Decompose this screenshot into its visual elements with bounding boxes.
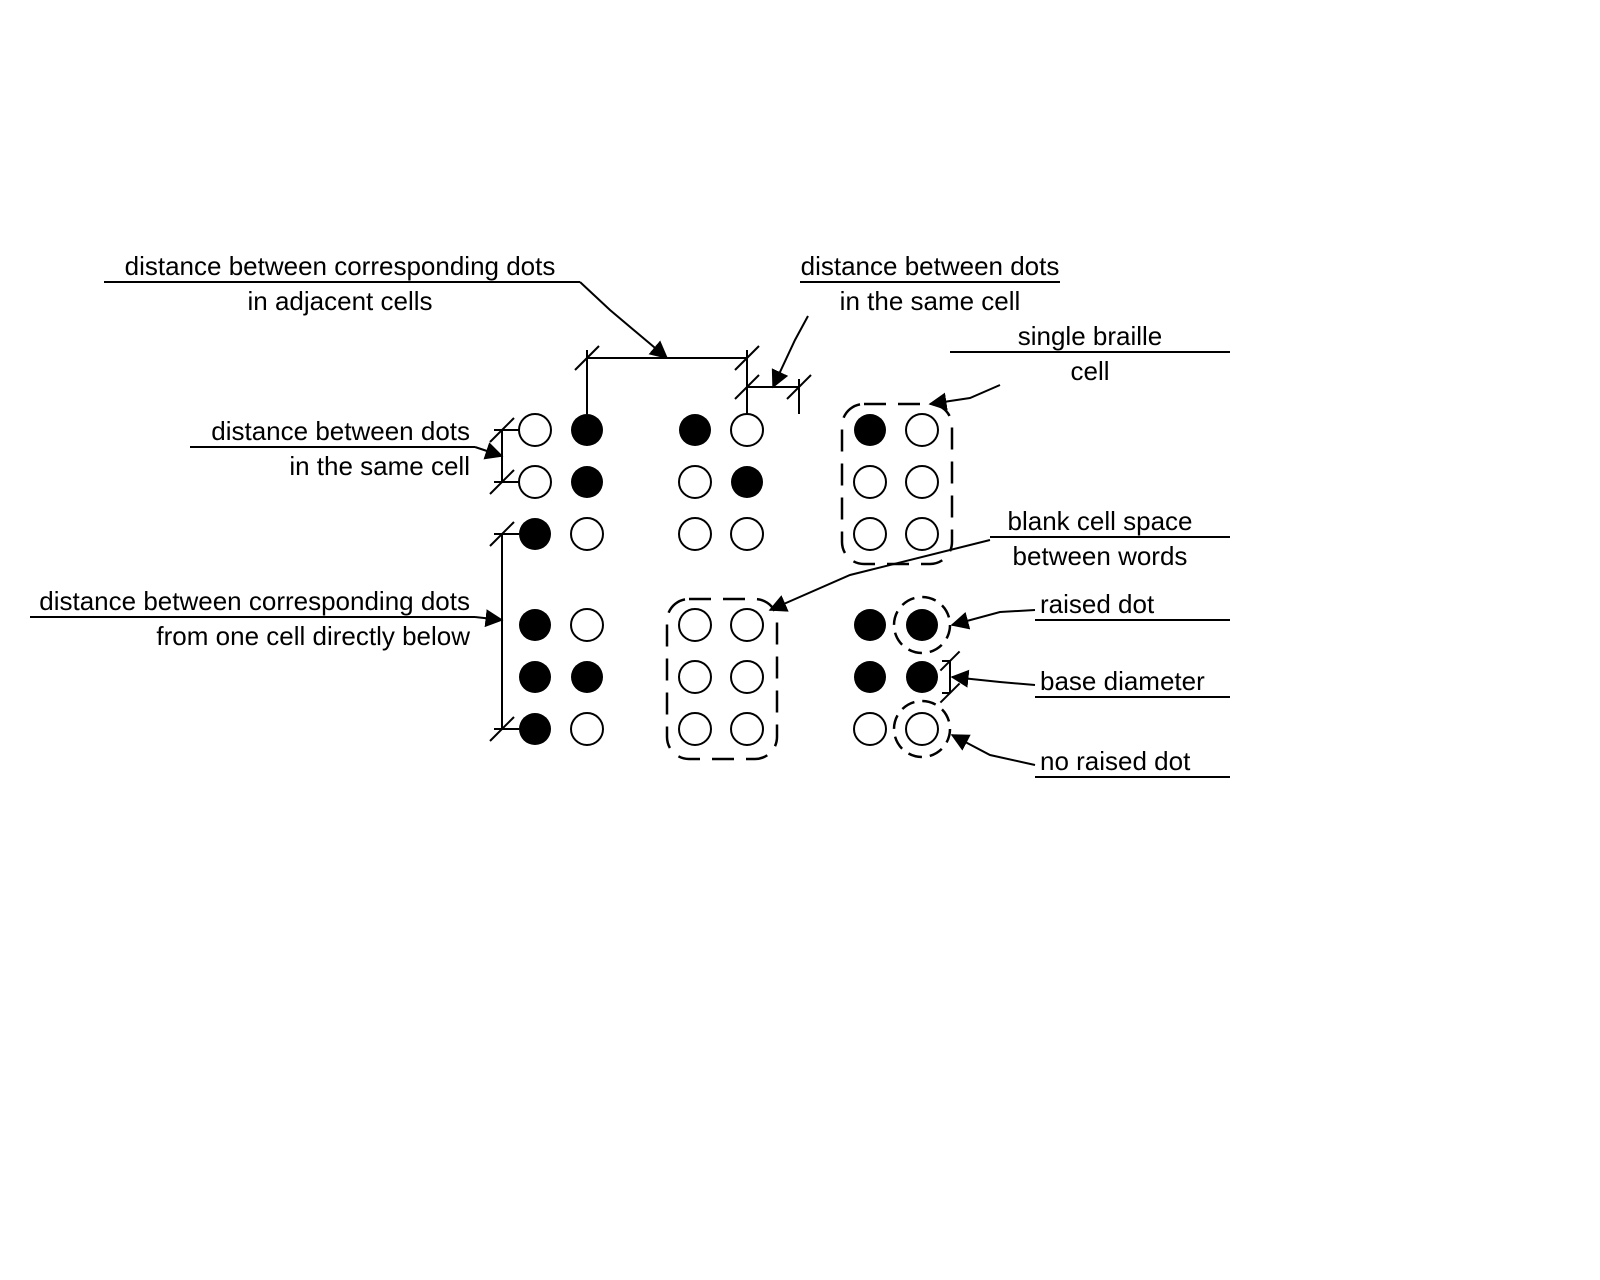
unraised-dot — [571, 609, 603, 641]
raised-dot — [854, 661, 886, 693]
unraised-dot — [731, 661, 763, 693]
raised-dot — [571, 466, 603, 498]
unraised-dot — [571, 518, 603, 550]
unraised-dot — [571, 713, 603, 745]
raised-dot — [519, 661, 551, 693]
unraised-dot — [906, 713, 938, 745]
raised-dot — [571, 414, 603, 446]
label-single-cell-line2: cell — [1070, 356, 1109, 386]
braille-measurement-diagram: distance between corresponding dots in a… — [0, 0, 1600, 1280]
label-blank-cell-line2: between words — [1013, 541, 1188, 571]
label-blank-cell-line1: blank cell space — [1008, 506, 1193, 536]
unraised-dot — [679, 518, 711, 550]
raised-dot — [906, 661, 938, 693]
braille-dots-group — [519, 414, 938, 745]
unraised-dot — [906, 414, 938, 446]
raised-dot — [731, 466, 763, 498]
blank-cell-outline — [667, 599, 777, 759]
unraised-dot — [679, 713, 711, 745]
unraised-dot — [731, 713, 763, 745]
label-raised-dot: raised dot — [1040, 589, 1155, 619]
label-below-cell-line2: from one cell directly below — [156, 621, 470, 651]
label-same-cell-top-line2: in the same cell — [840, 286, 1021, 316]
unraised-dot — [731, 609, 763, 641]
no-raised-dot-highlight — [894, 701, 950, 757]
raised-dot — [519, 609, 551, 641]
unraised-dot — [679, 609, 711, 641]
unraised-dot — [854, 713, 886, 745]
label-no-raised-dot: no raised dot — [1040, 746, 1191, 776]
raised-dot — [571, 661, 603, 693]
label-single-cell-line1: single braille — [1018, 321, 1163, 351]
unraised-dot — [906, 518, 938, 550]
unraised-dot — [519, 414, 551, 446]
raised-dot — [519, 518, 551, 550]
unraised-dot — [519, 466, 551, 498]
unraised-dot — [854, 466, 886, 498]
unraised-dot — [679, 661, 711, 693]
label-adjacent-cells-line2: in adjacent cells — [248, 286, 433, 316]
raised-dot — [854, 609, 886, 641]
unraised-dot — [906, 466, 938, 498]
unraised-dot — [854, 518, 886, 550]
label-same-cell-left-line2: in the same cell — [289, 451, 470, 481]
unraised-dot — [679, 466, 711, 498]
raised-dot — [519, 713, 551, 745]
raised-dot — [906, 609, 938, 641]
label-base-diameter: base diameter — [1040, 666, 1205, 696]
label-adjacent-cells-line1: distance between corresponding dots — [125, 251, 556, 281]
label-below-cell-line1: distance between corresponding dots — [39, 586, 470, 616]
label-same-cell-top-line1: distance between dots — [801, 251, 1060, 281]
unraised-dot — [731, 414, 763, 446]
dimension-lines-group — [490, 346, 960, 741]
raised-dot — [854, 414, 886, 446]
unraised-dot — [731, 518, 763, 550]
label-same-cell-left-line1: distance between dots — [211, 416, 470, 446]
raised-dot — [679, 414, 711, 446]
